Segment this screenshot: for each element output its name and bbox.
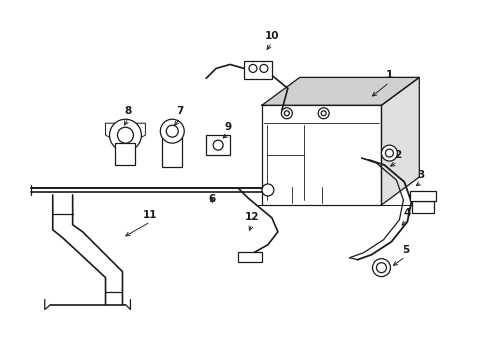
Text: 1: 1	[385, 71, 392, 80]
Bar	[244, 62, 271, 80]
Polygon shape	[381, 77, 419, 205]
Circle shape	[248, 64, 256, 72]
Text: 4: 4	[403, 208, 410, 218]
Bar	[411, 201, 433, 213]
Circle shape	[376, 263, 386, 273]
Circle shape	[381, 145, 397, 161]
Circle shape	[385, 149, 393, 157]
Circle shape	[117, 127, 133, 143]
Text: 7: 7	[176, 106, 183, 116]
Circle shape	[213, 140, 223, 150]
Circle shape	[281, 108, 292, 119]
Circle shape	[284, 111, 289, 116]
Circle shape	[260, 64, 267, 72]
Bar	[115, 143, 135, 165]
Circle shape	[318, 108, 328, 119]
Text: 3: 3	[417, 170, 424, 180]
Bar	[262, 105, 381, 205]
Text: 8: 8	[124, 106, 132, 116]
Text: 12: 12	[244, 212, 259, 222]
Circle shape	[321, 111, 325, 116]
Bar	[409, 191, 435, 201]
Circle shape	[160, 119, 184, 143]
Text: 11: 11	[143, 210, 157, 220]
Text: 10: 10	[264, 31, 279, 41]
Text: 6: 6	[208, 194, 215, 204]
Circle shape	[109, 119, 141, 151]
Circle shape	[372, 259, 389, 276]
Circle shape	[166, 125, 178, 137]
Bar	[206, 135, 229, 155]
Circle shape	[262, 184, 273, 196]
Bar	[162, 137, 182, 167]
Text: 5: 5	[401, 245, 408, 255]
Polygon shape	[262, 77, 419, 105]
Bar	[238, 252, 262, 262]
Text: 2: 2	[393, 150, 400, 160]
Text: 9: 9	[224, 122, 231, 132]
